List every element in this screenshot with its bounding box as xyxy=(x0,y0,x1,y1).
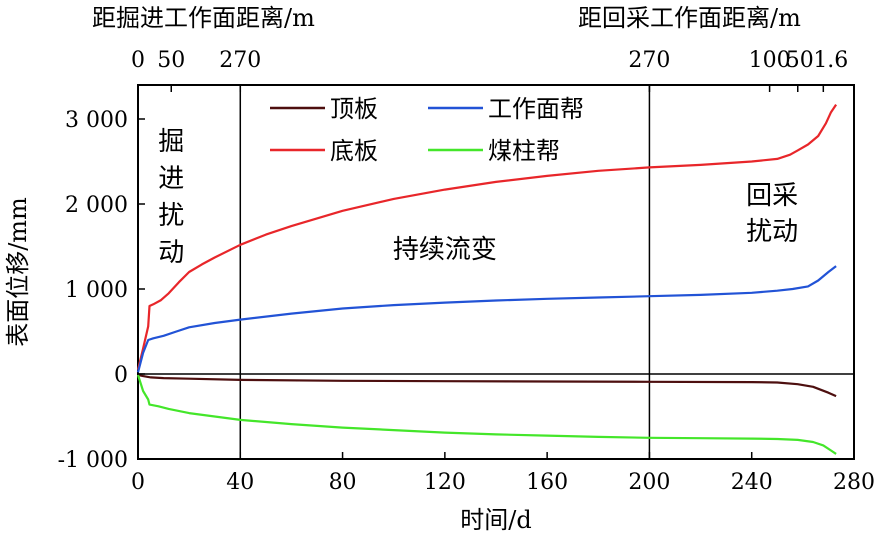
legend-label: 顶板 xyxy=(330,95,378,123)
top-tick-label-right: 100 xyxy=(749,48,791,73)
top-tick-label-left: 270 xyxy=(219,48,261,73)
x-axis-title: 时间/d xyxy=(460,506,531,534)
x-tick-label: 80 xyxy=(329,470,357,495)
x-tick-label: 280 xyxy=(833,470,875,495)
y-axis-title: 表面位移/mm xyxy=(4,197,32,347)
annotation-text: 持续流变 xyxy=(393,235,497,265)
top-axis-left-title: 距掘进工作面距离/m xyxy=(92,4,315,32)
top-axis-right-title: 距回采工作面距离/m xyxy=(578,4,801,32)
annotation-text: 进 xyxy=(158,164,184,194)
x-tick-label: 200 xyxy=(628,470,670,495)
series-line-1 xyxy=(136,103,838,371)
top-tick-label-left: 50 xyxy=(157,48,185,73)
x-axis-ticks: 0 40 80 120 160 200 240 280 xyxy=(131,452,875,495)
y-tick-label: 2 000 xyxy=(65,193,128,218)
top-tick-label-right: 1.6 xyxy=(813,48,848,73)
x-tick-label: 240 xyxy=(731,470,773,495)
phase-divider-lines xyxy=(239,85,651,459)
legend-label: 工作面帮 xyxy=(488,95,584,123)
y-tick-label: 0 xyxy=(114,363,128,388)
series-line-3 xyxy=(136,374,837,455)
annotation-text: 扰 xyxy=(158,201,184,231)
x-tick-label: 0 xyxy=(131,470,145,495)
y-axis-ticks: 3 000 2 000 1 000 0 -1 000 xyxy=(58,108,145,473)
legend-label: 底板 xyxy=(330,137,378,165)
annotation-text: 回采 xyxy=(746,181,798,211)
top-tick-label-right: 270 xyxy=(628,48,670,73)
legend-label: 煤柱帮 xyxy=(488,137,560,165)
annotation-text: 扰动 xyxy=(746,217,798,247)
annotation-text: 掘 xyxy=(158,127,184,157)
y-tick-label: 1 000 xyxy=(65,278,128,303)
annotation-text: 动 xyxy=(158,238,184,268)
y-tick-label: -1 000 xyxy=(58,448,128,473)
series-lines xyxy=(136,103,838,455)
x-tick-label: 120 xyxy=(424,470,466,495)
y-tick-label: 3 000 xyxy=(65,108,128,133)
series-line-2 xyxy=(136,265,837,373)
top-tick-label-right: 50 xyxy=(786,48,814,73)
plot-frame xyxy=(137,84,855,460)
x-tick-label: 160 xyxy=(526,470,568,495)
series-line-0 xyxy=(137,373,837,398)
x-tick-label: 40 xyxy=(226,470,254,495)
top-tick-label-left: 0 xyxy=(131,48,145,73)
